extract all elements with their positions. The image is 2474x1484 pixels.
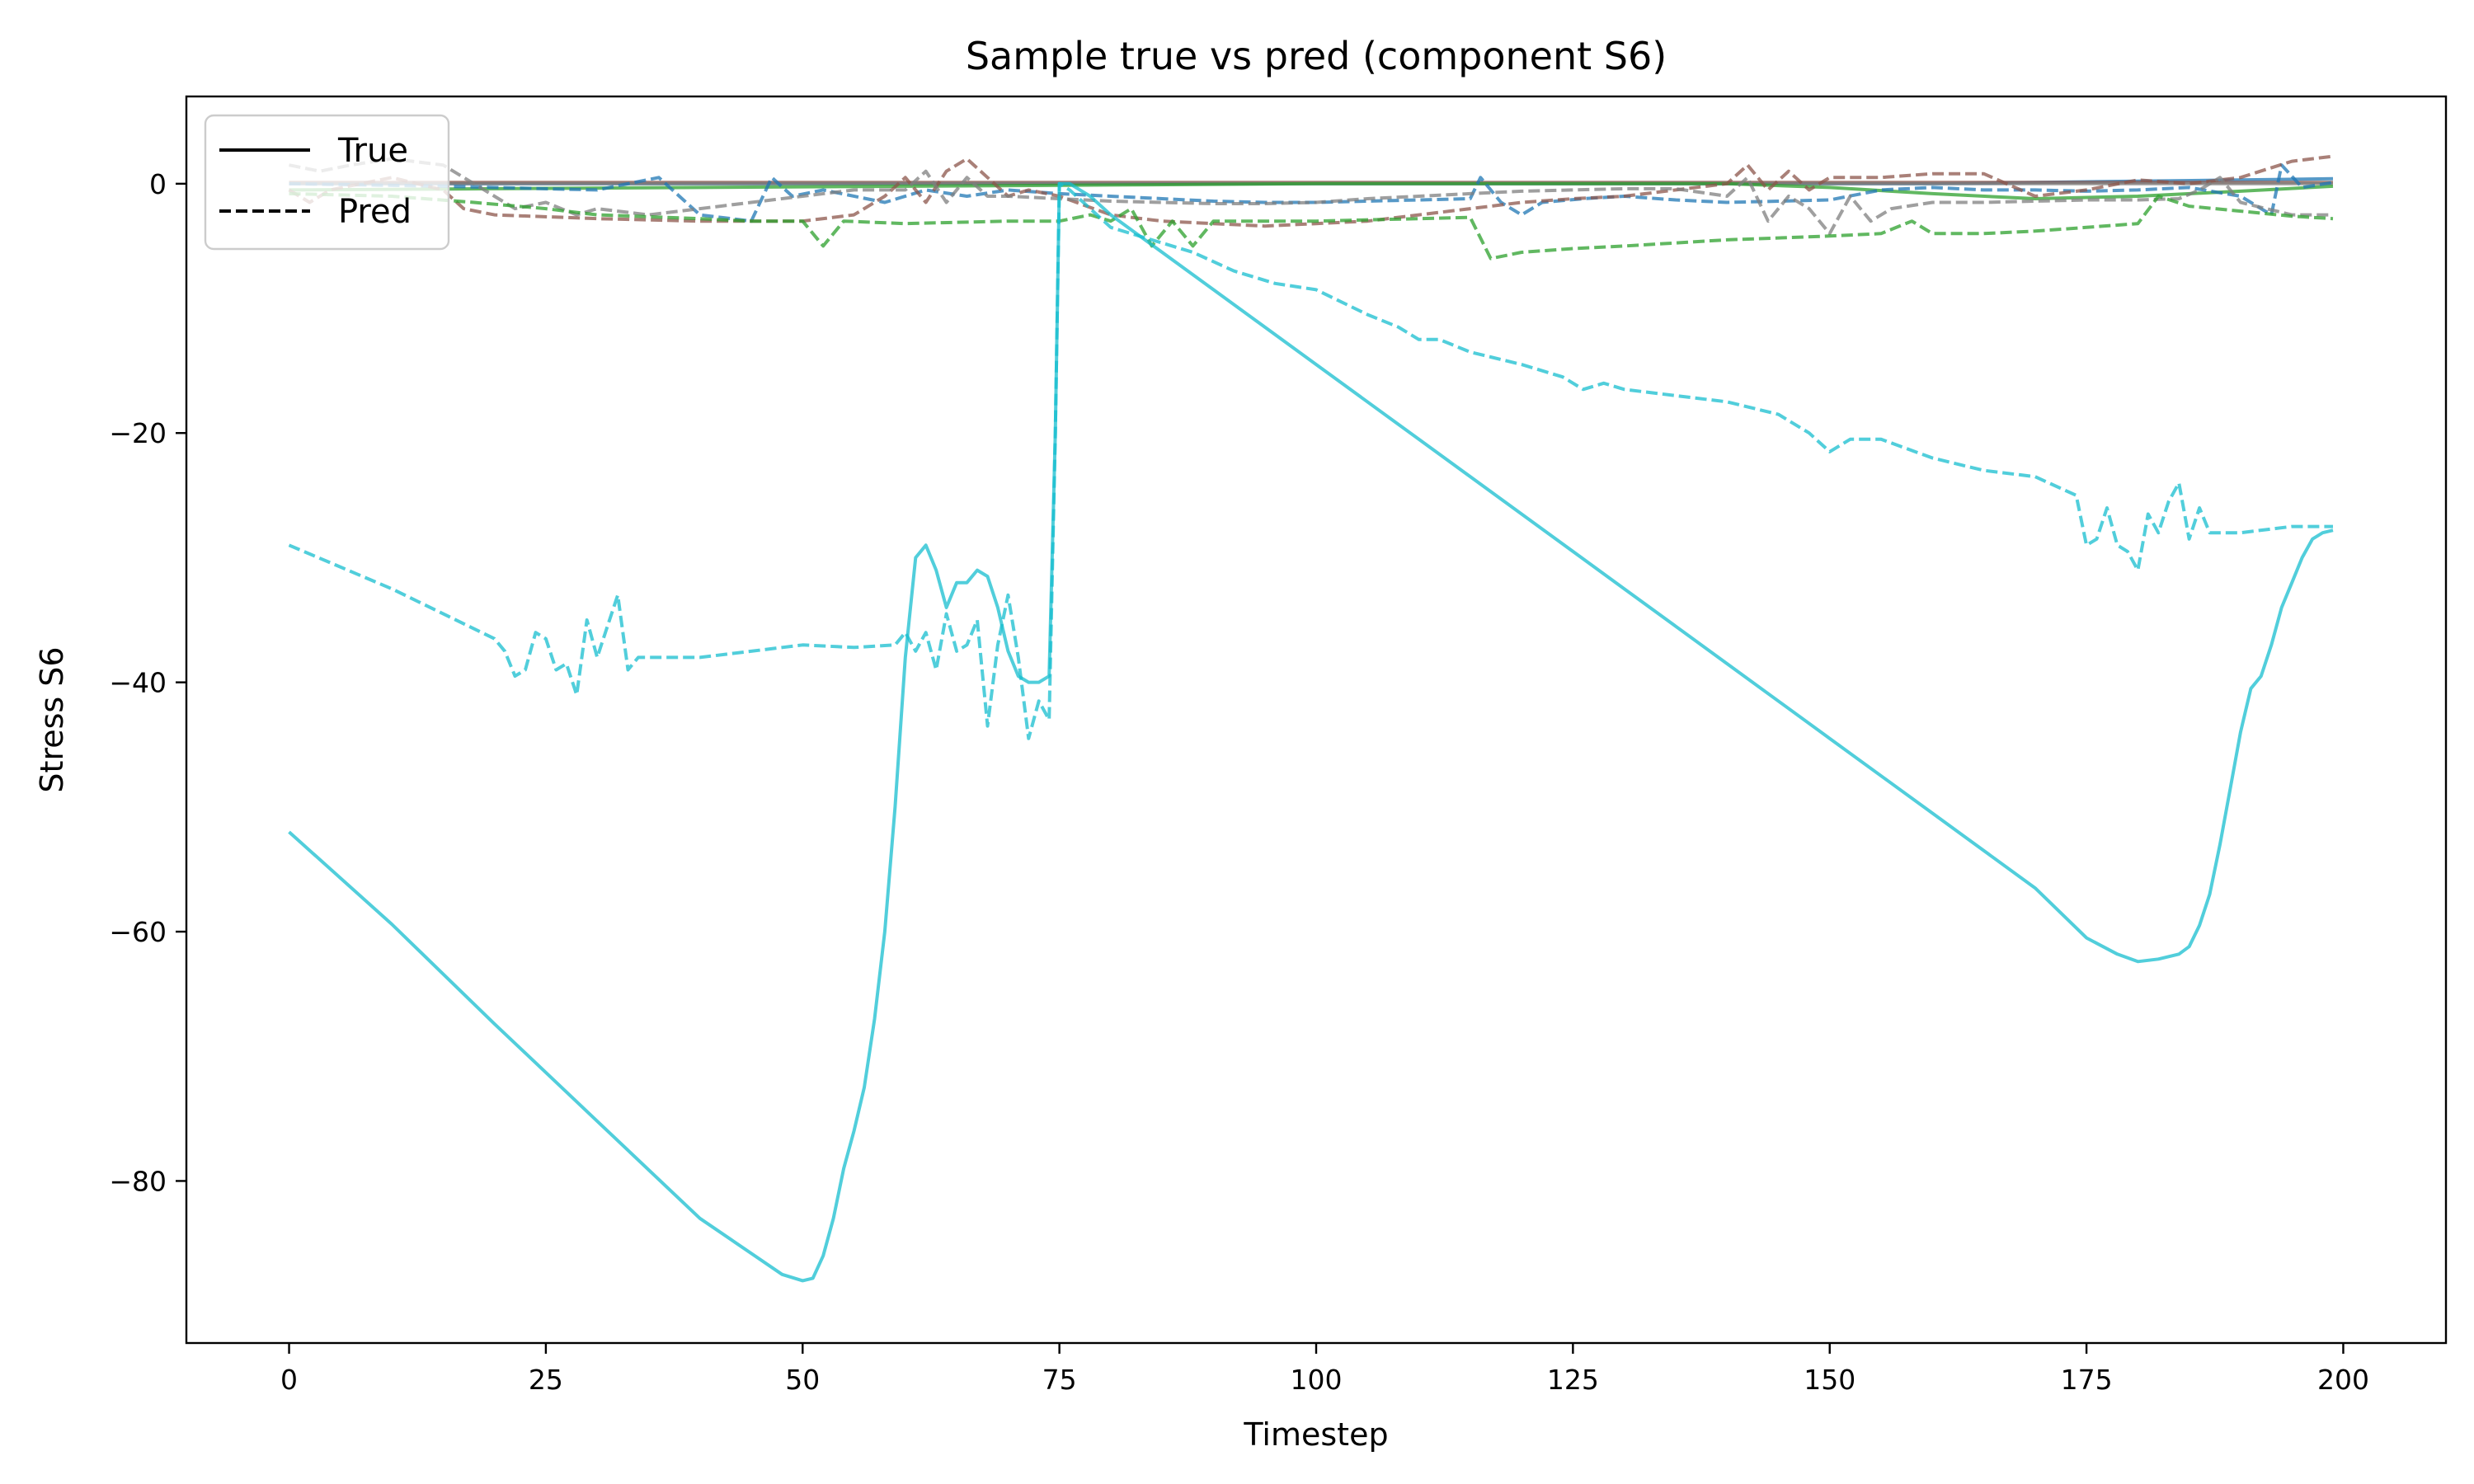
legend-label-true: True [337, 132, 408, 170]
x-tick-label: 100 [1291, 1364, 1343, 1396]
plot-lines [288, 154, 2334, 1283]
x-tick-label: 200 [2317, 1364, 2369, 1396]
y-tick-label: −20 [109, 417, 167, 449]
y-tick-label: 0 [149, 168, 167, 200]
series-line-pred-9 [288, 181, 2333, 740]
x-tick-label: 125 [1547, 1364, 1599, 1396]
y-tick-label: −80 [109, 1165, 167, 1197]
x-tick-label: 150 [1804, 1364, 1856, 1396]
y-axis-ticks: 0 −20 −40 −60 −80 [109, 168, 186, 1197]
series-line-pred-6 [289, 157, 2333, 236]
plot-frame [185, 95, 2448, 1345]
y-tick-label: −60 [109, 916, 167, 948]
x-tick-label: 50 [785, 1364, 820, 1396]
y-axis-label: Stress S6 [34, 646, 70, 792]
x-axis-ticks: 0 25 50 75 100 125 150 175 200 [280, 1343, 2369, 1396]
series-line-pred-7 [289, 191, 2334, 261]
x-tick-label: 0 [280, 1364, 298, 1396]
legend-label-pred: Pred [338, 193, 412, 231]
series-line-pred-5 [288, 154, 2334, 228]
series-line-true-3 [289, 181, 2334, 200]
chart-title: Sample true vs pred (component S6) [966, 34, 1667, 78]
series-line-pred-4 [289, 163, 2334, 223]
x-tick-label: 175 [2061, 1364, 2113, 1396]
series-line-true-8 [288, 181, 2334, 1283]
legend-box [204, 114, 450, 251]
x-axis-label: Timestep [1243, 1416, 1388, 1453]
legend: True Pred [204, 114, 450, 251]
x-tick-label: 75 [1042, 1364, 1077, 1396]
y-tick-label: −40 [109, 667, 167, 699]
x-tick-label: 25 [529, 1364, 563, 1396]
